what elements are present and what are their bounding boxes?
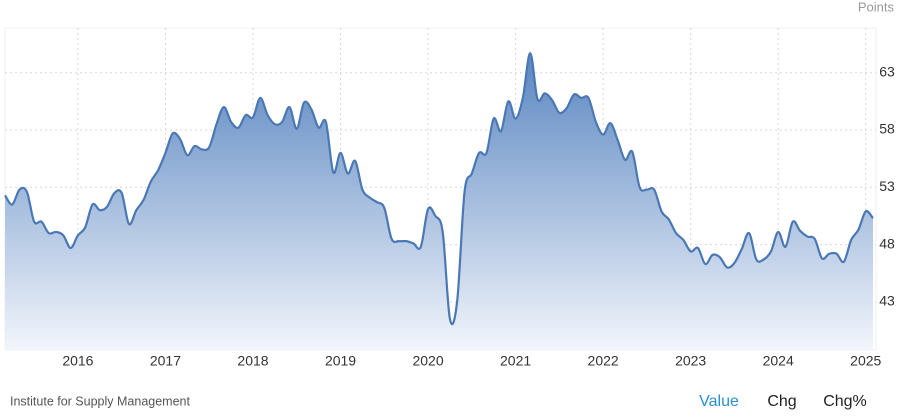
y-tick-label: 58 [879, 121, 895, 137]
x-tick-label: 2017 [150, 353, 181, 369]
y-tick-label: 63 [879, 63, 895, 79]
area [5, 53, 873, 351]
x-tick-label: 2016 [62, 353, 93, 369]
x-tick-label: 2018 [237, 353, 268, 369]
tab[interactable]: Chg% [823, 393, 867, 410]
x-tick-label: 2023 [675, 353, 706, 369]
tab[interactable]: Value [699, 393, 739, 410]
line [4, 52, 874, 326]
x-tick-label: 2024 [763, 353, 794, 369]
x-tick-label: 2025 [850, 353, 881, 369]
tab[interactable]: Chg [767, 393, 796, 410]
y-tick-label: 48 [879, 235, 895, 251]
x-tick-label: 2019 [325, 353, 356, 369]
y-tick-label: 43 [879, 293, 895, 309]
x-tick-label: 2021 [500, 353, 531, 369]
y-tick-label: 53 [879, 178, 895, 194]
x-tick-label: 2022 [588, 353, 619, 369]
x-tick-label: 2020 [412, 353, 443, 369]
source: Institute for Supply Management [10, 394, 190, 408]
unit-label: Points [858, 0, 895, 14]
